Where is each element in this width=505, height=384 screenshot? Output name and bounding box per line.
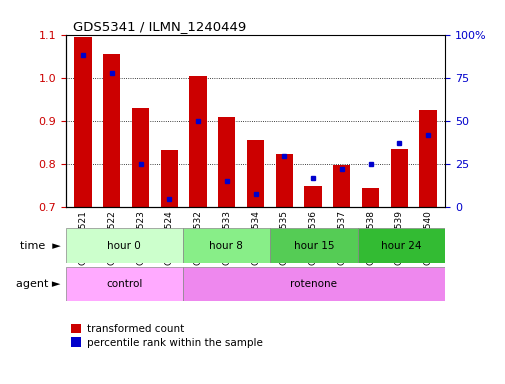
Bar	[132, 108, 149, 207]
Text: GDS5341 / ILMN_1240449: GDS5341 / ILMN_1240449	[73, 20, 246, 33]
Bar	[103, 54, 120, 207]
Legend: transformed count, percentile rank within the sample: transformed count, percentile rank withi…	[71, 324, 262, 348]
Text: hour 8: hour 8	[209, 241, 243, 251]
Bar	[189, 76, 206, 207]
Bar	[161, 151, 178, 207]
Text: hour 24: hour 24	[380, 241, 421, 251]
FancyBboxPatch shape	[182, 267, 444, 301]
Bar	[332, 165, 349, 207]
FancyBboxPatch shape	[270, 228, 357, 263]
Text: time  ►: time ►	[20, 241, 61, 251]
Bar	[361, 188, 378, 207]
Text: control: control	[106, 279, 142, 289]
FancyBboxPatch shape	[182, 228, 270, 263]
Bar	[304, 186, 321, 207]
Text: agent ►: agent ►	[16, 279, 61, 289]
FancyBboxPatch shape	[66, 228, 182, 263]
Bar	[246, 141, 264, 207]
Text: rotenone: rotenone	[290, 279, 337, 289]
Bar	[218, 117, 235, 207]
Bar	[390, 149, 407, 207]
Bar	[275, 154, 292, 207]
Text: hour 15: hour 15	[293, 241, 333, 251]
Text: hour 0: hour 0	[107, 241, 141, 251]
FancyBboxPatch shape	[66, 267, 182, 301]
Bar	[74, 37, 91, 207]
FancyBboxPatch shape	[357, 228, 444, 263]
Bar	[419, 110, 436, 207]
